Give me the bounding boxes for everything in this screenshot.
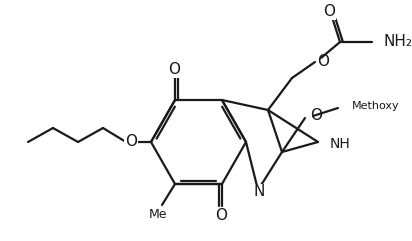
Text: O: O xyxy=(125,134,137,148)
Text: O: O xyxy=(215,208,227,222)
Text: O: O xyxy=(168,62,180,78)
Text: O: O xyxy=(310,108,322,123)
Text: Methoxy: Methoxy xyxy=(352,101,400,111)
Text: NH: NH xyxy=(330,137,351,151)
Text: O: O xyxy=(323,5,335,20)
Text: N: N xyxy=(253,185,265,200)
Text: Me: Me xyxy=(149,208,167,221)
Text: O: O xyxy=(317,54,329,68)
Text: NH₂: NH₂ xyxy=(384,34,412,49)
